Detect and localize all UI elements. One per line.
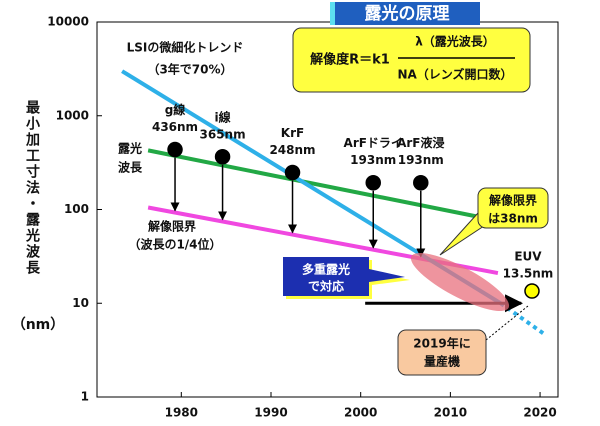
y-axis-unit: （nm） [12, 317, 65, 333]
x-tick-label: 1980 [165, 406, 198, 420]
annotation: 2019年に [413, 336, 470, 351]
point-label: KrF [281, 126, 304, 140]
point-label: ArF液浸 [397, 135, 444, 150]
annotation: （波長の1/4位） [128, 237, 221, 252]
data-label: 193nm [350, 153, 396, 167]
data-label: 248nm [269, 143, 315, 157]
callout-line [485, 305, 529, 341]
line [147, 148, 510, 225]
x-tick-label: 1990 [254, 406, 287, 420]
y-tick-label: 10000 [47, 15, 89, 29]
annotation: 解像限界 [148, 219, 196, 234]
formula-lhs: 解像度R＝k1 [309, 52, 390, 68]
point [524, 283, 540, 299]
y-tick-label: 100 [64, 202, 89, 216]
callout-box [283, 257, 405, 296]
point-label: EUV [514, 250, 542, 264]
data-label: 436nm [152, 120, 198, 134]
point [167, 141, 183, 158]
x-tick-label: 2020 [523, 406, 556, 420]
y-axis-label: 最小加工寸法・露光波長 [24, 99, 41, 276]
callout-box [477, 187, 549, 229]
annotation: 波長 [118, 160, 143, 175]
annotation: LSIの微細化トレンド [127, 40, 244, 55]
point [413, 174, 429, 191]
data-label: 365nm [200, 127, 246, 141]
x-tick-label: 2010 [434, 406, 467, 420]
data-label: 13.5nm [503, 267, 554, 281]
y-tick-label: 10 [72, 296, 89, 310]
annotation: で対応 [308, 279, 344, 294]
x-tick-label: 2000 [344, 406, 377, 420]
point [214, 149, 231, 165]
point [284, 164, 301, 181]
annotation: 量産機 [424, 354, 460, 369]
data-label: 193nm [398, 153, 444, 167]
callout-box [397, 329, 487, 376]
title-accent [330, 2, 335, 25]
multi-exposure-region [410, 252, 510, 312]
point-label: ArFドライ [344, 136, 403, 150]
formula-denominator: NA（レンズ開口数） [397, 67, 512, 82]
annotation: 解像限界 [489, 193, 537, 208]
y-tick-label: 1000 [56, 108, 89, 122]
annotation: は38nm [488, 212, 538, 226]
chart-title: 露光の原理 [365, 3, 450, 24]
annotation: 露光 [118, 141, 142, 156]
point-label: g線 [165, 102, 186, 117]
annotation: 多重露光 [302, 262, 350, 277]
point-label: i線 [215, 109, 231, 124]
formula-box [292, 27, 531, 93]
y-tick-label: 1 [81, 390, 89, 404]
formula-numerator: λ（露光波長） [415, 34, 495, 49]
annotation: （3年で70%） [147, 62, 232, 77]
title-box [330, 2, 480, 25]
point [365, 174, 381, 191]
